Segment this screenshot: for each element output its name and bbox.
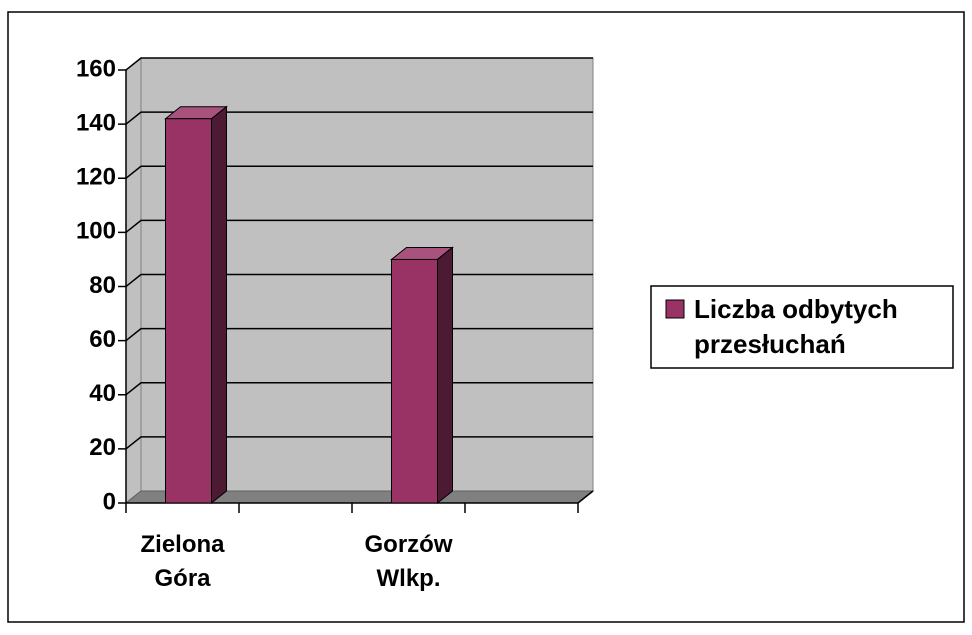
y-tick-label: 140 [76, 109, 116, 136]
legend-box [650, 285, 954, 369]
y-tick-label: 40 [89, 380, 116, 407]
bar-side [211, 105, 227, 505]
legend-label: Liczba odbytych przesłuchań [694, 294, 898, 359]
bar [165, 118, 212, 504]
x-tick-label: Zielona Góra [140, 531, 225, 592]
y-tick-label: 20 [89, 434, 116, 461]
y-tick-label: 100 [76, 218, 116, 245]
y-tick-label: 160 [76, 55, 116, 82]
y-tick-label: 0 [103, 488, 116, 515]
grid-line [125, 57, 593, 71]
bar [391, 258, 438, 504]
y-tick-label: 80 [89, 272, 116, 299]
grid-line [125, 111, 593, 125]
grid-line [125, 165, 593, 179]
y-tick-label: 60 [89, 326, 116, 353]
grid-line [125, 219, 593, 233]
legend-swatch [665, 299, 685, 319]
y-tick-label: 120 [76, 164, 116, 191]
x-tick-label: Gorzów Wlkp. [365, 531, 453, 592]
bar-side [437, 246, 453, 505]
